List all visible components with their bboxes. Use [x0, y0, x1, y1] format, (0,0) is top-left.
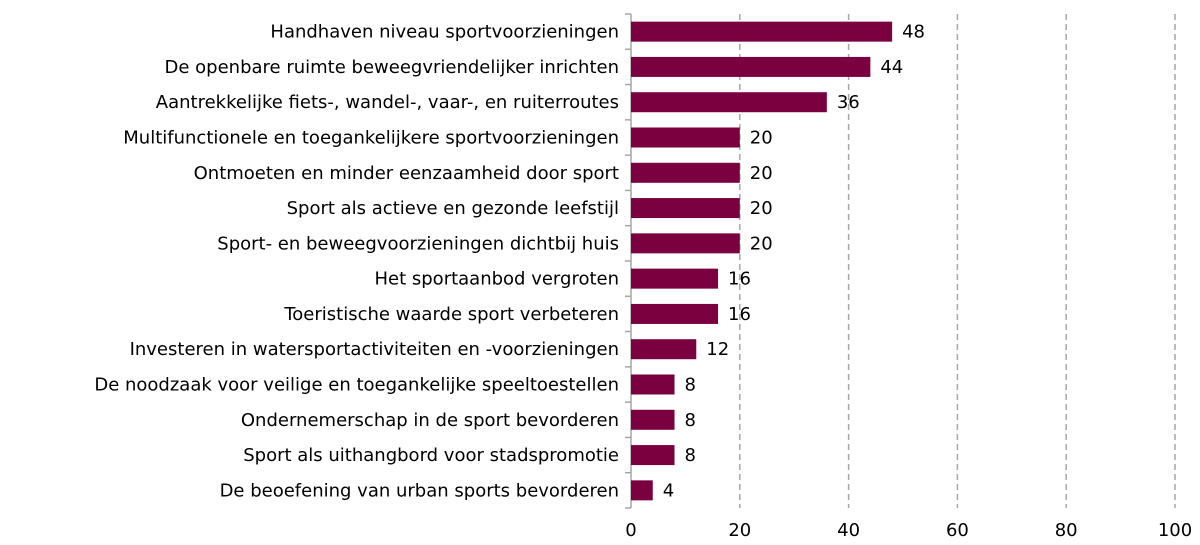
bar: [631, 198, 740, 219]
x-tick-label: 60: [946, 520, 969, 541]
bar: [631, 303, 719, 324]
y-tick-label: Sport als uithangbord voor stadspromotie: [243, 445, 619, 466]
value-label: 20: [750, 128, 773, 149]
value-label: 20: [750, 198, 773, 219]
bar: [631, 233, 740, 254]
bar: [631, 21, 893, 42]
y-tick-label: Sport- en beweegvoorzieningen dichtbij h…: [217, 233, 619, 254]
value-label: 48: [902, 22, 925, 43]
x-tick-label: 40: [837, 520, 860, 541]
bar: [631, 480, 653, 501]
y-tick-label: De noodzaak voor veilige en toegankelijk…: [94, 375, 619, 396]
y-tick-label: Multifunctionele en toegankelijkere spor…: [123, 128, 619, 149]
x-tick-label: 20: [728, 520, 751, 541]
value-label: 20: [750, 163, 773, 184]
bar: [631, 162, 740, 183]
x-tick-label: 100: [1158, 520, 1192, 541]
bar: [631, 445, 675, 466]
y-tick-label: Ontmoeten en minder eenzaamheid door spo…: [194, 163, 619, 184]
x-tick-label: 0: [625, 520, 636, 541]
value-label: 8: [685, 445, 696, 466]
value-label: 36: [837, 92, 860, 113]
bar: [631, 127, 740, 148]
bar: [631, 339, 697, 360]
bar: [631, 268, 719, 289]
y-tick-label: De openbare ruimte beweegvriendelijker i…: [165, 57, 620, 78]
value-label: 16: [728, 304, 751, 325]
value-label: 12: [706, 339, 729, 360]
y-tick-label: Het sportaanbod vergroten: [374, 269, 619, 290]
bar: [631, 409, 675, 430]
y-tick-label: Investeren in watersportactiviteiten en …: [130, 339, 619, 360]
value-label: 8: [685, 375, 696, 396]
value-label: 16: [728, 269, 751, 290]
y-tick-label: De beoefening van urban sports bevordere…: [220, 480, 619, 501]
value-label: 4: [663, 480, 674, 501]
x-tick-label: 80: [1055, 520, 1078, 541]
value-label: 44: [880, 57, 903, 78]
y-tick-label: Ondernemerschap in de sport bevorderen: [241, 410, 619, 431]
y-tick-label: Toeristische waarde sport verbeteren: [283, 304, 619, 325]
y-tick-label: Sport als actieve en gezonde leefstijl: [287, 198, 619, 219]
value-label: 20: [750, 233, 773, 254]
y-tick-label: Aantrekkelijke fiets-, wandel-, vaar-, e…: [156, 92, 619, 113]
y-tick-label: Handhaven niveau sportvoorzieningen: [270, 22, 619, 43]
bar: [631, 374, 675, 395]
value-label: 8: [685, 410, 696, 431]
bar: [631, 56, 871, 77]
bar: [631, 92, 827, 113]
